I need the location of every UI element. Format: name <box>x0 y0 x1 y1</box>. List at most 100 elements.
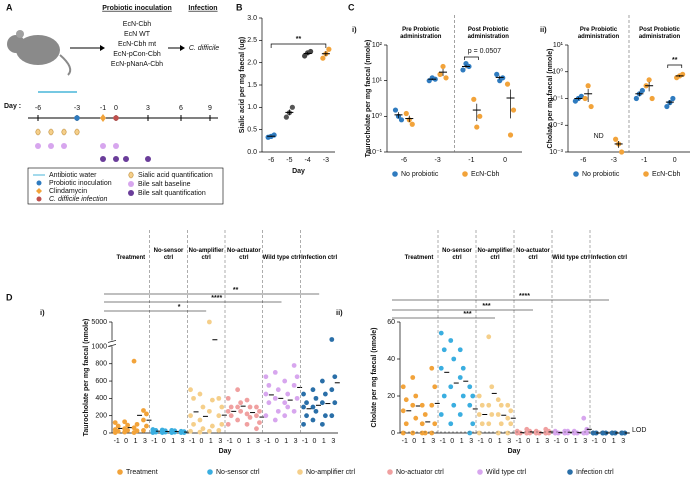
data-point <box>646 77 652 83</box>
legend-text: C. difficile infection <box>49 196 107 203</box>
sialic-icon <box>61 128 67 136</box>
group-label-box: No-amplifier ctrl <box>477 248 512 261</box>
x-tick-label: 0 <box>200 438 204 445</box>
data-point <box>225 395 231 401</box>
group-label: Treatment <box>116 255 146 262</box>
x-tick-label: 0 <box>673 157 677 164</box>
timeline-day: -6 <box>35 105 41 112</box>
group-label-box: Infection ctrl <box>301 255 337 261</box>
x-tick-label: 1 <box>574 438 578 445</box>
data-point <box>457 375 463 380</box>
data-point <box>294 395 300 401</box>
x-tick-label: 1 <box>612 438 616 445</box>
data-point <box>400 430 406 436</box>
data-point <box>489 384 495 390</box>
legend-text: EcN-Cbh <box>652 171 681 178</box>
legend-marker <box>207 469 213 475</box>
data-point <box>197 391 203 397</box>
data-point <box>289 104 295 110</box>
data-point <box>524 426 530 432</box>
x-tick-label: -3 <box>435 157 441 164</box>
y-tick-label: 600 <box>95 378 107 385</box>
data-point <box>413 415 419 421</box>
annotation: ** <box>296 36 302 43</box>
data-point <box>244 397 250 403</box>
legend-marker <box>297 469 303 475</box>
data-point <box>543 426 549 432</box>
y-tick-label: 10⁰ <box>371 112 382 120</box>
data-point <box>319 400 325 406</box>
x-tick-label: -1 <box>440 438 446 445</box>
panel-label: A <box>6 2 13 12</box>
data-point <box>257 420 262 426</box>
panel-label: i) <box>352 25 357 34</box>
y-tick-label: 0.0 <box>247 149 257 156</box>
y-tick-label: 0.5 <box>247 127 257 134</box>
data-point <box>409 121 415 127</box>
data-point <box>451 356 457 362</box>
data-point <box>476 393 482 399</box>
heading: Probiotic inoculation <box>102 5 172 12</box>
legend-text: Bile salt quantification <box>138 190 206 197</box>
data-point <box>257 408 262 414</box>
y-tick-label: 10⁻² <box>549 122 563 129</box>
data-point <box>429 365 435 371</box>
data-point <box>301 404 306 410</box>
y-tick-label: 60 <box>387 319 395 326</box>
data-point <box>310 417 316 423</box>
group-label: No-sensor ctrl <box>442 248 472 262</box>
data-point <box>304 413 309 419</box>
data-point <box>225 421 231 427</box>
x-axis-label: Day <box>219 448 232 455</box>
data-point <box>494 71 500 77</box>
data-point <box>141 417 146 423</box>
y-tick-label: 10⁻¹ <box>549 95 563 102</box>
group-label-box: No-actuator ctrl <box>516 248 550 261</box>
group-label-box: No-actuator ctrl <box>226 248 261 262</box>
pathogen: C. difficile <box>189 45 219 52</box>
data-point <box>188 387 193 393</box>
data-point <box>131 425 137 431</box>
data-point <box>505 402 511 408</box>
data-point <box>457 412 463 417</box>
legend-text: Bile salt baseline <box>138 181 191 188</box>
data-point <box>486 421 492 427</box>
group-label-box: Wild type ctrl <box>263 255 301 261</box>
data-point <box>398 117 405 123</box>
x-tick-label: 3 <box>294 438 298 445</box>
data-point <box>247 415 253 420</box>
group-label-box: Infection ctrl <box>591 255 627 261</box>
data-point <box>150 427 156 432</box>
data-point <box>619 430 625 436</box>
data-point <box>225 408 231 414</box>
data-point <box>228 413 234 419</box>
data-point <box>219 404 225 410</box>
data-point <box>244 411 250 417</box>
y-axis-label: Cholate per mg faecal (nmole) <box>371 328 378 428</box>
x-tick-label: 3 <box>583 438 587 445</box>
y-tick-label: 800 <box>95 361 107 368</box>
data-point <box>272 417 278 423</box>
data-point <box>308 48 314 55</box>
data-point <box>275 408 281 414</box>
quant-icon <box>113 156 119 162</box>
data-point <box>294 374 300 380</box>
data-point <box>291 382 297 388</box>
data-point <box>206 408 212 414</box>
data-point <box>590 430 596 436</box>
data-point <box>467 384 473 390</box>
data-point <box>410 430 416 436</box>
group-label: No-actuator ctrl <box>226 248 261 262</box>
data-point <box>477 113 483 119</box>
data-point <box>209 423 215 429</box>
data-point <box>460 365 466 371</box>
data-point <box>443 75 449 81</box>
group-label-box: Treatment <box>405 255 434 261</box>
data-point <box>244 421 250 427</box>
x-tick-label: 0 <box>503 157 507 164</box>
legend-icon <box>128 171 134 179</box>
timeline-day: -1 <box>100 105 106 112</box>
legend-icon <box>36 196 42 202</box>
data-point <box>209 397 215 403</box>
data-point <box>403 397 409 403</box>
